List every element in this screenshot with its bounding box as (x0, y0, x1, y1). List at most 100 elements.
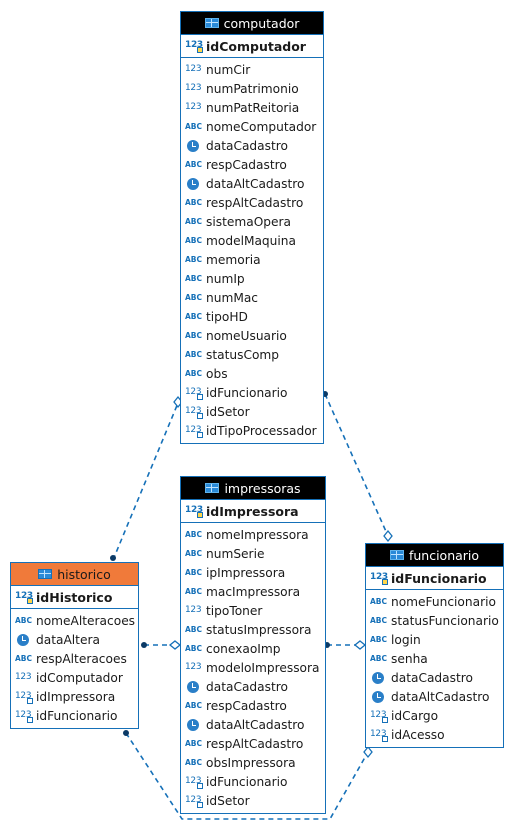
column-row[interactable]: respAltCadastro (181, 193, 323, 212)
column-row[interactable]: nomeUsuario (181, 326, 323, 345)
edge-end-dot (110, 555, 116, 561)
text-type-icon (185, 348, 203, 362)
column-row[interactable]: idFuncionario (181, 772, 325, 791)
column-row[interactable]: respAltCadastro (181, 734, 325, 753)
table-icon (205, 483, 220, 493)
column-row[interactable]: numSerie (181, 544, 325, 563)
edge-end-diamond (168, 640, 182, 650)
table-header[interactable]: funcionario (366, 544, 503, 567)
column-row[interactable]: sistemaOpera (181, 212, 323, 231)
column-row[interactable]: numMac (181, 288, 323, 307)
column-list: nomeFuncionario statusFuncionario login sen… (366, 590, 503, 744)
column-row[interactable]: numCir (181, 60, 323, 79)
table-funcionario[interactable]: funcionario idFuncionario nomeFuncionari… (365, 543, 504, 748)
table-header[interactable]: computador (181, 12, 323, 35)
edge-end-diamond (383, 529, 393, 543)
primary-key-row[interactable]: idHistorico (11, 586, 138, 609)
column-row[interactable]: tipoToner (181, 601, 325, 620)
number-type-icon (185, 63, 203, 77)
column-row[interactable]: obsImpressora (181, 753, 325, 772)
column-row[interactable]: idFuncionario (181, 383, 323, 402)
table-historico[interactable]: historico idHistorico nomeAlteracoes data… (10, 562, 139, 729)
edge-end-diamond (363, 745, 373, 759)
table-header[interactable]: impressoras (181, 477, 325, 500)
column-name: idSetor (206, 793, 250, 808)
column-row[interactable]: statusComp (181, 345, 323, 364)
column-row[interactable]: idAcesso (366, 725, 503, 744)
column-row[interactable]: nomeComputador (181, 117, 323, 136)
column-name: sistemaOpera (206, 214, 292, 229)
column-row[interactable]: idImpressora (11, 687, 138, 706)
datetime-type-icon (370, 671, 388, 685)
column-row[interactable]: idComputador (11, 668, 138, 687)
datetime-type-icon (15, 633, 33, 647)
column-name: idSetor (206, 404, 250, 419)
column-row[interactable]: statusFuncionario (366, 611, 503, 630)
column-name: nomeComputador (206, 119, 317, 134)
column-row[interactable]: conexaoImp (181, 639, 325, 658)
column-name: obs (206, 366, 228, 381)
column-row[interactable]: nomeFuncionario (366, 592, 503, 611)
primary-key-row[interactable]: idImpressora (181, 500, 325, 523)
column-name: idTipoProcessador (206, 423, 317, 438)
table-computador[interactable]: computador idComputador numCir numPatrimo… (180, 11, 324, 444)
foreign-key-icon (15, 690, 33, 704)
table-impressoras[interactable]: impressoras idImpressora nomeImpressoran… (180, 476, 326, 814)
primary-key-row[interactable]: idComputador (181, 35, 323, 58)
datetime-type-icon (185, 718, 203, 732)
column-row[interactable]: respCadastro (181, 696, 325, 715)
column-row[interactable]: idSetor (181, 402, 323, 421)
column-row[interactable]: idCargo (366, 706, 503, 725)
edge-historico-funcionario (125, 732, 369, 820)
column-row[interactable]: memoria (181, 250, 323, 269)
column-list: nomeAlteracoes dataAltera respAlteracoes id… (11, 609, 138, 725)
column-row[interactable]: idSetor (181, 791, 325, 810)
column-row[interactable]: dataAltera (11, 630, 138, 649)
column-row[interactable]: numIp (181, 269, 323, 288)
column-row[interactable]: dataCadastro (181, 677, 325, 696)
column-row[interactable]: dataCadastro (181, 136, 323, 155)
foreign-key-icon (185, 794, 203, 808)
primary-key-name: idFuncionario (391, 570, 487, 586)
column-row[interactable]: obs (181, 364, 323, 383)
column-row[interactable]: idTipoProcessador (181, 421, 323, 440)
column-row[interactable]: nomeImpressora (181, 525, 325, 544)
column-row[interactable]: tipoHD (181, 307, 323, 326)
column-row[interactable]: numPatrimonio (181, 79, 323, 98)
column-row[interactable]: login (366, 630, 503, 649)
column-name: idCargo (391, 708, 439, 723)
column-name: numMac (206, 290, 259, 305)
column-row[interactable]: senha (366, 649, 503, 668)
column-row[interactable]: modelMaquina (181, 231, 323, 250)
column-row[interactable]: nomeAlteracoes (11, 611, 138, 630)
column-row[interactable]: dataAltCadastro (181, 174, 323, 193)
column-row[interactable]: dataAltCadastro (181, 715, 325, 734)
column-row[interactable]: idFuncionario (11, 706, 138, 725)
column-row[interactable]: dataCadastro (366, 668, 503, 687)
column-name: idComputador (36, 670, 123, 685)
text-type-icon (15, 652, 33, 666)
column-row[interactable]: statusImpressora (181, 620, 325, 639)
column-row[interactable]: dataAltCadastro (366, 687, 503, 706)
text-type-icon (185, 120, 203, 134)
column-name: obsImpressora (206, 755, 296, 770)
column-row[interactable]: modeloImpressora (181, 658, 325, 677)
primary-key-row[interactable]: idFuncionario (366, 567, 503, 590)
number-type-icon (15, 671, 33, 685)
column-name: dataCadastro (206, 138, 288, 153)
edge-end-diamond (353, 640, 367, 650)
column-row[interactable]: respAlteracoes (11, 649, 138, 668)
column-name: senha (391, 651, 428, 666)
column-row[interactable]: macImpressora (181, 582, 325, 601)
column-row[interactable]: respCadastro (181, 155, 323, 174)
table-header[interactable]: historico (11, 563, 138, 586)
column-name: tipoHD (206, 309, 248, 324)
column-row[interactable]: numPatReitoria (181, 98, 323, 117)
column-row[interactable]: ipImpressora (181, 563, 325, 582)
text-type-icon (185, 528, 203, 542)
text-type-icon (185, 196, 203, 210)
foreign-key-icon (370, 728, 388, 742)
primary-key-name: idComputador (206, 38, 306, 54)
foreign-key-icon (185, 424, 203, 438)
datetime-type-icon (370, 690, 388, 704)
